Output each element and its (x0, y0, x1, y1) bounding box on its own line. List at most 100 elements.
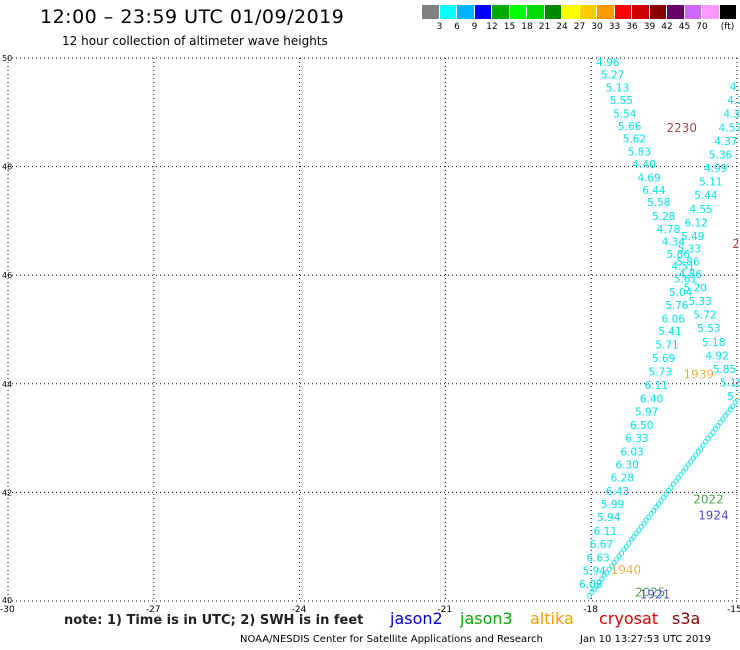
scale-label: 18 (521, 22, 533, 32)
track-streak-mark: o (693, 450, 699, 461)
scale-label: 3 (436, 22, 443, 32)
lat-tick-label: 46 (2, 271, 12, 280)
track-value: 5.49 (681, 231, 704, 243)
track-streak-mark: o (695, 447, 701, 458)
track-value: 6.08 (579, 579, 602, 591)
track-streak-mark: o (675, 473, 681, 484)
track-value: 5.27 (601, 70, 624, 82)
scale-label: 9 (471, 22, 478, 32)
track-streak-mark: o (621, 545, 627, 556)
track-value: 5.18 (720, 378, 740, 390)
scale-label: 36 (626, 22, 638, 32)
track-streak-mark: o (631, 531, 637, 542)
scale-label: 70 (696, 22, 708, 32)
track-value: 5.44 (694, 190, 718, 202)
track-value: 5.86 (676, 256, 700, 268)
page-title: 12:00 – 23:59 UTC 01/09/2019 (40, 6, 345, 28)
track-streak-mark: o (707, 430, 713, 441)
track-streak-mark: o (596, 577, 602, 588)
lat-tick-label: 40 (2, 596, 12, 605)
track-value: 5.33 (678, 243, 701, 255)
track-value: 5.76 (665, 300, 689, 312)
legend-altika: altika (530, 609, 574, 628)
track-value: 5.61 (674, 273, 697, 285)
scale-label: 12 (486, 22, 498, 32)
scale-swatch (509, 5, 527, 19)
track-value: 4.55 (689, 204, 712, 216)
track-value: 5.11 (699, 177, 722, 189)
scale-swatch (684, 5, 702, 19)
track-value: 6.33 (625, 433, 648, 445)
track-streak-mark: o (670, 479, 676, 490)
lat-tick-label: 42 (2, 488, 12, 497)
track-value: 5.72 (693, 310, 716, 322)
track-value: 6.40 (640, 393, 663, 405)
track-streak-mark: o (705, 433, 711, 444)
track-value: 5.69 (652, 353, 675, 365)
track-streak-mark: o (688, 456, 694, 467)
lon-tick-label: -21 (437, 605, 452, 615)
track-value: 5.13 (606, 83, 629, 95)
lat-tick-label: 44 (2, 380, 12, 389)
track-streak-mark: o (710, 427, 716, 438)
track-streak-mark: o (715, 420, 721, 431)
scale-swatch (649, 5, 667, 19)
scale-label: 6 (454, 22, 460, 32)
legend-jason2: jason2 (390, 609, 443, 628)
track-value: 4.57 (719, 122, 740, 134)
track-streak-mark: o (658, 496, 664, 507)
scale-swatch (562, 5, 580, 19)
track-streak-mark: o (599, 574, 605, 585)
scale-swatch (632, 5, 650, 19)
track-streak-mark: o (628, 535, 634, 546)
scale-label: 21 (538, 22, 551, 32)
track-streak-mark: o (643, 515, 649, 526)
track-streak-mark: o (680, 466, 686, 477)
scale-label: 15 (503, 22, 516, 32)
track-streak-mark: o (601, 571, 607, 582)
track-value: 5.85 (713, 364, 736, 376)
track-value: 4.51 (671, 261, 694, 273)
track-value: 6.63 (586, 552, 609, 564)
track-value: 6.03 (620, 446, 643, 458)
track-streak-mark: o (636, 525, 642, 536)
color-scale-labels: 3 6 9 12 15 18 21 24 27 30 33 36 39 42 45 70 (ft) (422, 22, 740, 36)
track-value: 5.53 (697, 323, 720, 335)
track-value: 5.58 (647, 197, 670, 209)
track-value: 4.86 (679, 269, 703, 281)
track-value: 5.71 (655, 340, 678, 352)
track-streak-mark: o (591, 584, 597, 595)
footer-timestamp: Jan 10 13:27:53 UTC 2019 (580, 634, 712, 645)
scale-label: 24 (556, 22, 568, 32)
track-value: 6.06 (662, 313, 686, 325)
scale-swatch (597, 5, 615, 19)
page-subtitle: 12 hour collection of altimeter wave hei… (62, 34, 328, 48)
track-value: 5.20 (684, 282, 707, 294)
track-streak-mark: o (651, 505, 657, 516)
track-streak-mark: o (702, 437, 708, 448)
track-streak-mark: o (606, 564, 612, 575)
legend-s3a: s3a (672, 609, 701, 628)
track-streak-mark: o (589, 587, 595, 598)
track-streak-mark: o (618, 548, 624, 559)
track-value: 4.92 (705, 350, 728, 362)
track-streak-mark: o (685, 460, 691, 471)
track-value: 5.94 (582, 565, 606, 577)
track-value: 4. (730, 82, 740, 94)
track-value: 4.40 (633, 159, 656, 171)
track-streak-mark: o (611, 558, 617, 569)
track-streak-mark: o (727, 404, 733, 415)
track-streak-mark: o (616, 551, 622, 562)
track-value: 5.66 (618, 121, 642, 133)
pass-time-label: 2022 (693, 492, 724, 506)
scale-label: 42 (661, 22, 673, 32)
track-streak-mark: o (660, 492, 666, 503)
track-streak-mark: o (668, 482, 674, 493)
scale-swatch (439, 5, 457, 19)
track-streak-mark: o (594, 580, 600, 591)
track-value: 5.99 (601, 499, 624, 511)
pass-time-label: 1921 (640, 587, 671, 601)
scale-swatch (544, 5, 562, 19)
